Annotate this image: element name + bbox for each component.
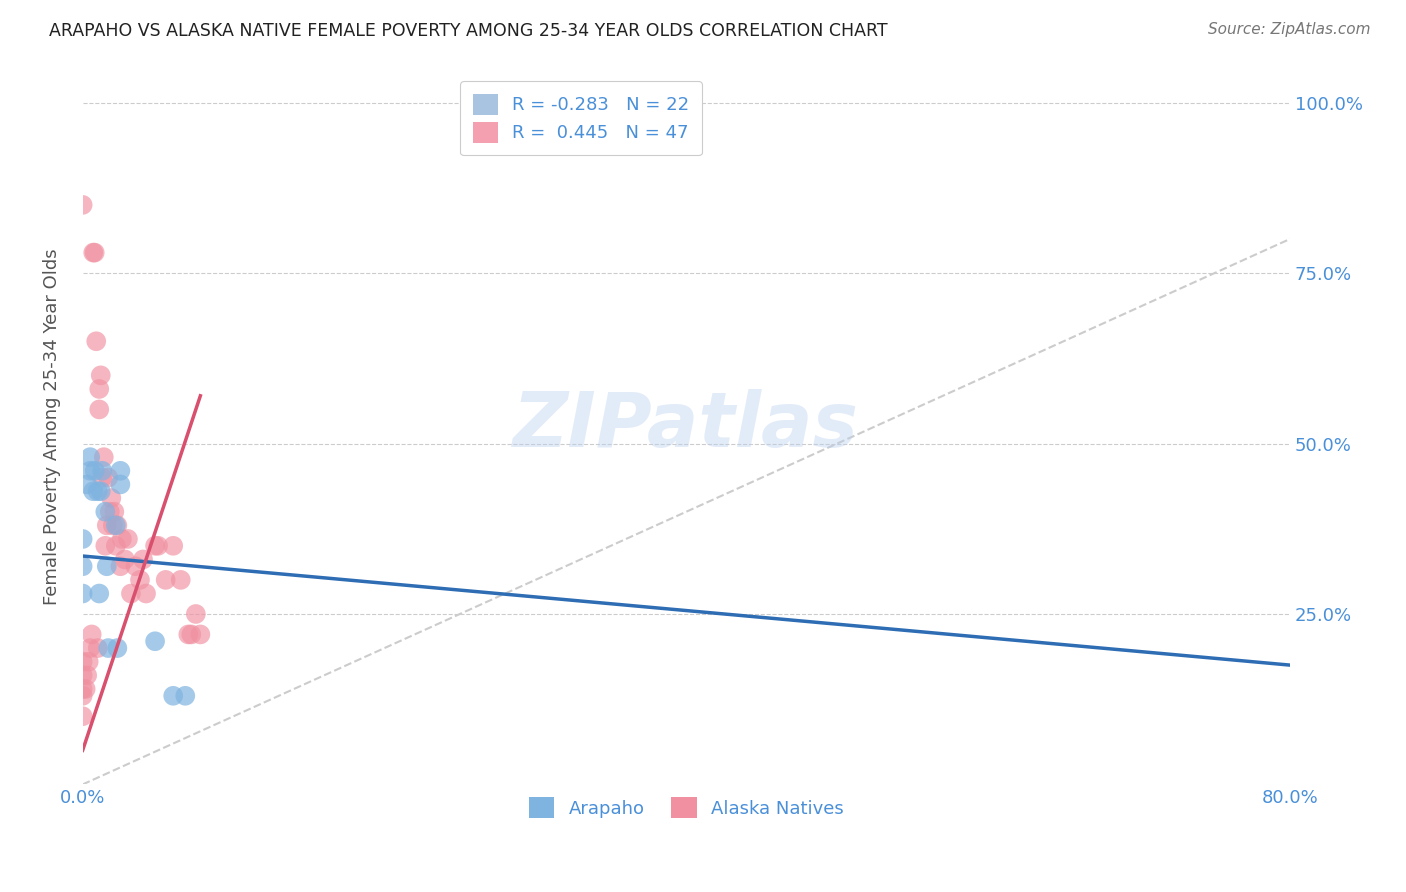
Point [90, 368, 112, 383]
Legend: Arapaho, Alaska Natives: Arapaho, Alaska Natives [522, 790, 851, 825]
Point [97, 470, 120, 484]
Point [79, 464, 101, 478]
Point [72, 655, 94, 669]
Point [87, 484, 110, 499]
Point [184, 607, 207, 621]
Point [72, 559, 94, 574]
Point [91, 470, 114, 484]
Point [91, 464, 114, 478]
Point [110, 464, 132, 478]
Point [101, 518, 124, 533]
Point [162, 689, 184, 703]
Point [104, 518, 127, 533]
Point [89, 382, 111, 396]
Point [155, 573, 177, 587]
Point [72, 198, 94, 212]
Point [83, 245, 105, 260]
Point [79, 450, 101, 465]
Point [105, 641, 128, 656]
Text: ARAPAHO VS ALASKA NATIVE FEMALE POVERTY AMONG 25-34 YEAR OLDS CORRELATION CHART: ARAPAHO VS ALASKA NATIVE FEMALE POVERTY … [49, 22, 887, 40]
Point [103, 505, 125, 519]
Point [120, 586, 142, 600]
Point [170, 573, 193, 587]
Point [180, 627, 202, 641]
Point [82, 245, 104, 260]
Point [76, 477, 98, 491]
Point [190, 627, 212, 641]
Point [72, 532, 94, 546]
Point [96, 518, 118, 533]
Point [72, 709, 94, 723]
Point [82, 484, 104, 499]
Point [79, 641, 101, 656]
Point [129, 573, 152, 587]
Point [89, 402, 111, 417]
Point [80, 627, 103, 641]
Point [72, 668, 94, 682]
Point [177, 627, 200, 641]
Point [72, 681, 94, 696]
Point [72, 689, 94, 703]
Point [111, 532, 134, 546]
Point [135, 586, 157, 600]
Point [174, 689, 197, 703]
Point [98, 505, 121, 519]
Point [93, 450, 115, 465]
Point [89, 586, 111, 600]
Point [104, 539, 127, 553]
Point [124, 559, 146, 574]
Point [143, 634, 166, 648]
Point [110, 559, 132, 574]
Point [84, 334, 107, 349]
Point [132, 552, 155, 566]
Point [83, 464, 105, 478]
Point [146, 539, 169, 553]
Point [114, 552, 136, 566]
Point [100, 491, 122, 505]
Point [110, 477, 132, 491]
Point [94, 505, 117, 519]
Point [87, 641, 110, 656]
Point [72, 586, 94, 600]
Point [90, 484, 112, 499]
Y-axis label: Female Poverty Among 25-34 Year Olds: Female Poverty Among 25-34 Year Olds [44, 248, 60, 605]
Point [94, 539, 117, 553]
Point [77, 655, 100, 669]
Text: Source: ZipAtlas.com: Source: ZipAtlas.com [1208, 22, 1371, 37]
Point [75, 681, 97, 696]
Point [117, 532, 139, 546]
Point [76, 668, 98, 682]
Point [97, 641, 120, 656]
Point [162, 539, 184, 553]
Point [96, 559, 118, 574]
Point [143, 539, 166, 553]
Point [105, 518, 128, 533]
Text: ZIPatlas: ZIPatlas [513, 390, 859, 464]
